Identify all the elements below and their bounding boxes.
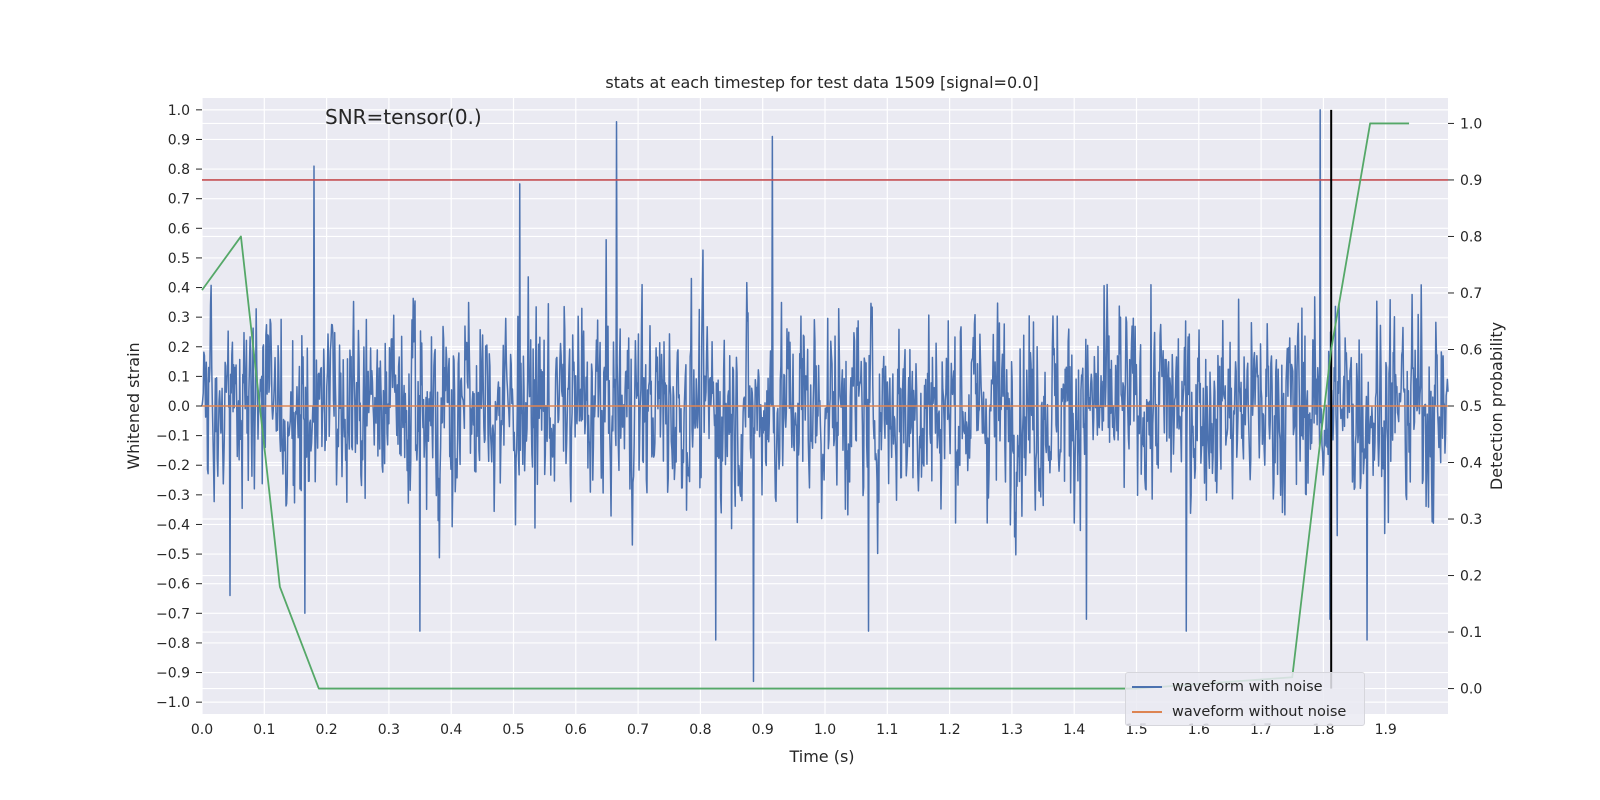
x-tick-label: 1.7 <box>1250 722 1272 738</box>
x-tick-label: 1.5 <box>1125 722 1147 738</box>
legend-label-noise: waveform with noise <box>1172 678 1323 695</box>
y-tick-label: 0.0 <box>168 399 190 415</box>
legend-label-clean: waveform without noise <box>1172 703 1347 720</box>
snr-annotation: SNR=tensor(0.) <box>325 105 482 129</box>
x-tick-label: 0.1 <box>253 722 275 738</box>
x-tick-label: 0.9 <box>752 722 774 738</box>
y-tick-label: 0.6 <box>168 221 190 237</box>
y-tick-label: −0.9 <box>156 666 190 682</box>
x-tick-label: 0.6 <box>565 722 587 738</box>
legend-item-noise: waveform with noise <box>1126 675 1364 698</box>
x-tick-label: 1.4 <box>1063 722 1085 738</box>
x-tick-label: 0.8 <box>689 722 711 738</box>
y2-axis-label: Detection probability <box>1487 322 1506 490</box>
x-tick-label: 0.5 <box>502 722 524 738</box>
x-tick-label: 1.1 <box>876 722 898 738</box>
y-tick-label: −0.5 <box>156 547 190 563</box>
legend-swatch-clean <box>1132 710 1162 713</box>
chart-title: stats at each timestep for test data 150… <box>605 73 1038 92</box>
y-tick-label: 0.1 <box>168 369 190 385</box>
y-tick-label: 0.9 <box>168 132 190 148</box>
y-tick-label: 1.0 <box>168 103 190 119</box>
y-tick-label: −0.4 <box>156 517 190 533</box>
x-tick-label: 1.9 <box>1375 722 1397 738</box>
y-tick-label: −0.8 <box>156 636 190 652</box>
y2-tick-label: 0.1 <box>1460 625 1482 641</box>
x-tick-label: 1.2 <box>938 722 960 738</box>
detection-probability-line <box>201 122 1410 690</box>
y-tick-label: 0.8 <box>168 162 190 178</box>
y-tick-label: −1.0 <box>156 695 190 711</box>
x-tick-label: 1.6 <box>1188 722 1210 738</box>
x-tick-label: 0.0 <box>191 722 213 738</box>
y-axis-ticks: 1.0 0.9 0.8 0.7 0.6 0.5 0.4 0.3 0.2 0.1 0.0 −0.1 −0.… <box>156 103 202 711</box>
y-tick-label: 0.2 <box>168 340 190 356</box>
y-tick-label: 0.7 <box>168 192 190 208</box>
y2-tick-label: 0.9 <box>1460 173 1482 189</box>
y2-tick-label: 0.0 <box>1460 682 1482 698</box>
y2-tick-label: 0.6 <box>1460 342 1482 358</box>
chart-legend: waveform with noise waveform without noi… <box>1125 672 1365 726</box>
x-tick-label: 1.0 <box>814 722 836 738</box>
legend-swatch-noise <box>1132 685 1162 688</box>
y-tick-label: −0.2 <box>156 458 190 474</box>
y-tick-label: 0.5 <box>168 251 190 267</box>
y2-tick-label: 0.8 <box>1460 229 1482 245</box>
waveform-with-noise-series <box>201 109 1449 683</box>
x-axis-label: Time (s) <box>788 747 854 766</box>
y-axis-label: Whitened strain <box>124 342 143 469</box>
y-tick-label: 0.3 <box>168 310 190 326</box>
y-tick-label: −0.6 <box>156 577 190 593</box>
y2-tick-label: 0.5 <box>1460 399 1482 415</box>
y2-axis-ticks: 1.0 0.9 0.8 0.7 0.6 0.5 0.4 0.3 0.2 0.1 0.0 <box>1448 116 1482 698</box>
waveform-with-noise-line <box>201 109 1449 683</box>
y2-tick-label: 0.2 <box>1460 569 1482 585</box>
y-tick-label: −0.3 <box>156 488 190 504</box>
y2-tick-label: 0.3 <box>1460 512 1482 528</box>
x-tick-label: 0.7 <box>627 722 649 738</box>
x-tick-label: 1.8 <box>1312 722 1334 738</box>
reference-lines <box>202 109 1448 689</box>
y-tick-label: 0.4 <box>168 281 190 297</box>
x-tick-label: 0.4 <box>440 722 462 738</box>
y2-tick-label: 0.4 <box>1460 456 1482 472</box>
detection-probability-series <box>201 122 1410 690</box>
y-tick-label: −0.1 <box>156 429 190 445</box>
legend-item-clean: waveform without noise <box>1126 700 1364 723</box>
y-tick-label: −0.7 <box>156 606 190 622</box>
x-tick-label: 0.3 <box>378 722 400 738</box>
y2-tick-label: 1.0 <box>1460 116 1482 132</box>
x-tick-label: 1.3 <box>1001 722 1023 738</box>
x-axis-ticks: 0.0 0.1 0.2 0.3 0.4 0.5 0.6 0.7 0.8 0.9 1.0 1.1 1.2 1… <box>191 722 1397 738</box>
y2-tick-label: 0.7 <box>1460 286 1482 302</box>
x-tick-label: 0.2 <box>315 722 337 738</box>
